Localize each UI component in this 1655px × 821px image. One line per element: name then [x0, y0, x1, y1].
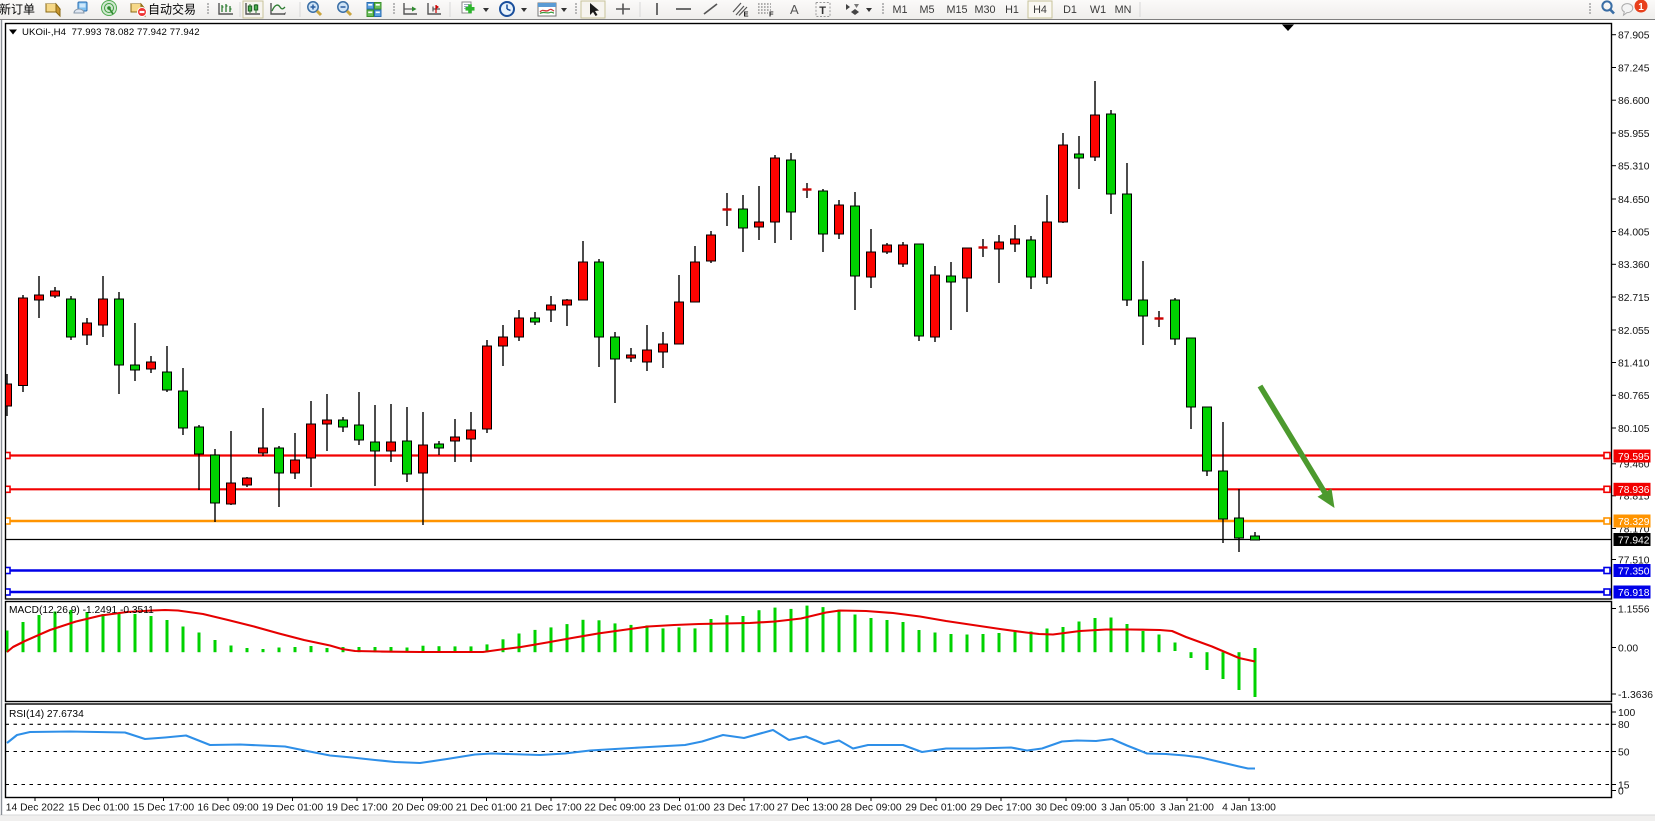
svg-text:19 Dec 01:00: 19 Dec 01:00 [262, 803, 324, 814]
svg-text:3 Jan 05:00: 3 Jan 05:00 [1101, 803, 1155, 814]
svg-text:1.1556: 1.1556 [1618, 604, 1650, 615]
svg-text:77.942: 77.942 [1618, 535, 1650, 546]
svg-text:78.329: 78.329 [1618, 517, 1650, 528]
svg-text:78.815: 78.815 [1618, 492, 1650, 503]
svg-text:0.00: 0.00 [1618, 643, 1638, 654]
svg-text:79.460: 79.460 [1618, 460, 1650, 471]
svg-text:M30: M30 [974, 4, 995, 16]
svg-text:3 Jan 21:00: 3 Jan 21:00 [1160, 803, 1214, 814]
svg-text:29 Dec 17:00: 29 Dec 17:00 [970, 803, 1032, 814]
svg-text:23 Dec 01:00: 23 Dec 01:00 [649, 803, 711, 814]
svg-text:85.955: 85.955 [1618, 129, 1650, 140]
svg-text:M15: M15 [946, 4, 967, 16]
svg-text:78.170: 78.170 [1618, 524, 1650, 535]
svg-text:0: 0 [1618, 786, 1624, 797]
svg-text:自动交易: 自动交易 [148, 2, 196, 17]
svg-text:T: T [819, 5, 826, 17]
svg-text:85.310: 85.310 [1618, 162, 1650, 173]
svg-text:80.765: 80.765 [1618, 391, 1650, 402]
svg-text:86.600: 86.600 [1618, 96, 1650, 107]
svg-text:15 Dec 17:00: 15 Dec 17:00 [133, 803, 195, 814]
svg-text:29 Dec 01:00: 29 Dec 01:00 [905, 803, 967, 814]
svg-text:H1: H1 [1005, 4, 1019, 16]
svg-text:77.510: 77.510 [1618, 555, 1650, 566]
svg-text:-1.3636: -1.3636 [1618, 690, 1653, 701]
svg-text:80.105: 80.105 [1618, 424, 1650, 435]
svg-text:E: E [744, 10, 749, 19]
svg-text:RSI(14) 27.6734: RSI(14) 27.6734 [9, 709, 84, 720]
svg-text:21 Dec 01:00: 21 Dec 01:00 [456, 803, 518, 814]
svg-text:新订单: 新订单 [0, 2, 35, 17]
svg-text:19 Dec 17:00: 19 Dec 17:00 [326, 803, 388, 814]
svg-text:84.650: 84.650 [1618, 195, 1650, 206]
svg-text:14 Dec 2022: 14 Dec 2022 [6, 803, 65, 814]
svg-text:100: 100 [1618, 708, 1635, 719]
svg-text:MACD(12,26,9) -1.2491 -0.3511: MACD(12,26,9) -1.2491 -0.3511 [9, 605, 154, 616]
svg-text:15: 15 [1618, 780, 1630, 791]
svg-text:M1: M1 [893, 4, 908, 16]
svg-text:D1: D1 [1063, 4, 1077, 16]
svg-text:82.055: 82.055 [1618, 326, 1650, 337]
svg-text:30 Dec 09:00: 30 Dec 09:00 [1035, 803, 1097, 814]
svg-text:16 Dec 09:00: 16 Dec 09:00 [197, 803, 259, 814]
svg-text:76.918: 76.918 [1618, 588, 1650, 599]
svg-text:H4: H4 [1033, 4, 1047, 16]
svg-text:4 Jan 13:00: 4 Jan 13:00 [1222, 803, 1276, 814]
svg-text:F: F [769, 10, 774, 19]
svg-text:87.245: 87.245 [1618, 63, 1650, 74]
svg-text:80: 80 [1618, 720, 1630, 731]
svg-text:77.350: 77.350 [1618, 566, 1650, 577]
svg-text:87.905: 87.905 [1618, 31, 1650, 42]
svg-text:28 Dec 09:00: 28 Dec 09:00 [840, 803, 902, 814]
svg-text:84.005: 84.005 [1618, 227, 1650, 238]
svg-text:15 Dec 01:00: 15 Dec 01:00 [68, 803, 130, 814]
svg-text:83.360: 83.360 [1618, 260, 1650, 271]
svg-text:1: 1 [1638, 2, 1644, 13]
svg-text:22 Dec 09:00: 22 Dec 09:00 [584, 803, 646, 814]
svg-text:A: A [790, 2, 799, 17]
svg-text:23 Dec 17:00: 23 Dec 17:00 [713, 803, 775, 814]
svg-text:21 Dec 17:00: 21 Dec 17:00 [520, 803, 582, 814]
svg-text:82.715: 82.715 [1618, 293, 1650, 304]
svg-text:50: 50 [1618, 747, 1630, 758]
svg-text:79.595: 79.595 [1618, 452, 1650, 463]
svg-text:UKOil-,H4 77.993 78.082 77.94: UKOil-,H4 77.993 78.082 77.942 77.942 [22, 27, 200, 38]
svg-text:M5: M5 [920, 4, 935, 16]
svg-text:81.410: 81.410 [1618, 358, 1650, 369]
svg-text:W1: W1 [1090, 4, 1106, 16]
svg-text:MN: MN [1115, 4, 1132, 16]
svg-text:78.936: 78.936 [1618, 485, 1650, 496]
svg-text:20 Dec 09:00: 20 Dec 09:00 [392, 803, 454, 814]
svg-text:27 Dec 13:00: 27 Dec 13:00 [777, 803, 839, 814]
